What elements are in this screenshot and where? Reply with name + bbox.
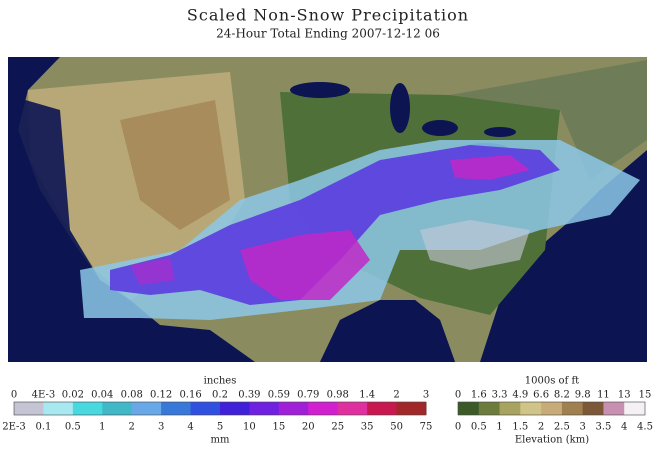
legend-label: 10 bbox=[243, 422, 256, 433]
subtitle: 24-Hour Total Ending 2007-12-12 06 bbox=[216, 27, 440, 41]
precip-legend: inches mm 0 4E-3 0.02 0.04 0.08 0.12 0.16 0.2 0.… bbox=[2, 376, 432, 446]
legend-swatch bbox=[308, 402, 339, 415]
legend-swatch bbox=[337, 402, 368, 415]
legend-label: 3 bbox=[158, 422, 164, 433]
legend-label: 2 bbox=[393, 390, 399, 401]
legend-title: Elevation (km) bbox=[515, 435, 589, 446]
legend-label: 50 bbox=[390, 422, 403, 433]
legend-label: 8.2 bbox=[554, 390, 570, 401]
legend-label: 0.5 bbox=[65, 422, 81, 433]
legend-label: 25 bbox=[331, 422, 344, 433]
legend-swatch bbox=[541, 402, 563, 415]
legend-swatch bbox=[499, 402, 521, 415]
legend-label: 4.9 bbox=[512, 390, 528, 401]
legend-swatch bbox=[458, 402, 480, 415]
legend-title: 1000s of ft bbox=[525, 376, 579, 387]
legend-swatch bbox=[367, 402, 398, 415]
legend-label: 1.4 bbox=[359, 390, 375, 401]
legend-label: 3.5 bbox=[595, 422, 611, 433]
legend-label: 13 bbox=[618, 390, 631, 401]
legend-label: 3 bbox=[423, 390, 429, 401]
legend-label: 0.1 bbox=[35, 422, 51, 433]
legend-label: 0.16 bbox=[179, 390, 201, 401]
legend-swatch bbox=[249, 402, 280, 415]
elevation-legend: 1000s of ft Elevation (km) 0 1.6 3.3 4.9 6.6… bbox=[455, 376, 653, 446]
title: Scaled Non-Snow Precipitation bbox=[187, 6, 469, 25]
legend-label: 9.8 bbox=[575, 390, 591, 401]
legend-label: 3.3 bbox=[492, 390, 508, 401]
legend-label: 0.2 bbox=[212, 390, 228, 401]
legend-swatch bbox=[102, 402, 133, 415]
legend-label: 4 bbox=[187, 422, 193, 433]
legend-label: 15 bbox=[639, 390, 652, 401]
legend-label: 0.98 bbox=[327, 390, 349, 401]
legend-border bbox=[13, 401, 427, 416]
legend-label: 2.5 bbox=[554, 422, 570, 433]
legend-label: 0.12 bbox=[150, 390, 172, 401]
legend-label: 75 bbox=[420, 422, 433, 433]
legend-swatch bbox=[14, 402, 44, 415]
legend-label: 35 bbox=[361, 422, 374, 433]
legend-swatch bbox=[72, 402, 103, 415]
legend-label: 0.59 bbox=[268, 390, 290, 401]
legend-label: 5 bbox=[217, 422, 223, 433]
legend-swatch bbox=[603, 402, 625, 415]
legend-label: 20 bbox=[302, 422, 315, 433]
legend-swatch bbox=[43, 402, 74, 415]
legend-label: 1.5 bbox=[512, 422, 528, 433]
legend-label: 3 bbox=[579, 422, 585, 433]
legend-label: 1 bbox=[99, 422, 105, 433]
legend-label: 0.79 bbox=[297, 390, 319, 401]
legend-swatch bbox=[520, 402, 542, 415]
legend-label: 1 bbox=[496, 422, 502, 433]
legend-label: 0.5 bbox=[471, 422, 487, 433]
legend-title: inches bbox=[204, 376, 237, 387]
legend-swatch bbox=[220, 402, 250, 415]
legend-label: 4 bbox=[621, 422, 627, 433]
legend-label: 0 bbox=[455, 422, 461, 433]
legend-label: 4E-3 bbox=[32, 390, 56, 401]
legend-swatch bbox=[624, 402, 646, 415]
legend-label: 4.5 bbox=[637, 422, 653, 433]
legend-label: 0.04 bbox=[91, 390, 113, 401]
legend-label: 0.39 bbox=[238, 390, 260, 401]
legend-swatch bbox=[190, 402, 221, 415]
legend-label: 2 bbox=[129, 422, 135, 433]
legend-label: 6.6 bbox=[533, 390, 549, 401]
legend-label: 0.08 bbox=[121, 390, 143, 401]
legend-swatch bbox=[561, 402, 584, 415]
legend-label: 2E-3 bbox=[2, 422, 26, 433]
legend-swatch bbox=[396, 402, 427, 415]
legend-label: 0.02 bbox=[62, 390, 84, 401]
legend-label: 15 bbox=[272, 422, 285, 433]
legend-title: mm bbox=[211, 435, 230, 446]
legend-label: 0 bbox=[455, 390, 461, 401]
legend-label: 2 bbox=[538, 422, 544, 433]
legend-swatch bbox=[161, 402, 192, 415]
legend-swatch bbox=[278, 402, 309, 415]
legend-label: 11 bbox=[597, 390, 610, 401]
legend-swatch bbox=[478, 402, 501, 415]
legend-swatch bbox=[131, 402, 162, 415]
legend-label: 0 bbox=[11, 390, 17, 401]
map bbox=[8, 57, 647, 362]
legend-label: 1.6 bbox=[471, 390, 487, 401]
legend-border bbox=[457, 401, 646, 416]
legend-swatch bbox=[582, 402, 604, 415]
